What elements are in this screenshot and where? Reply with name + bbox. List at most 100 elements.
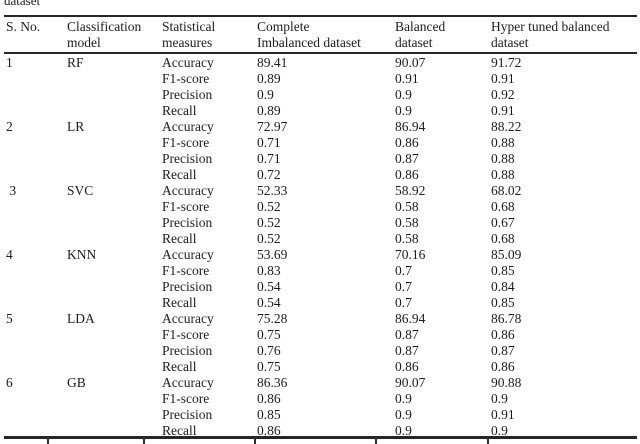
table-row: Recall 0.86 0.9 0.9 xyxy=(0,423,640,439)
column-header: Balanced xyxy=(395,19,446,34)
cell-hypertuned-value: 68.02 xyxy=(491,183,522,198)
cell-imbalanced-value: 0.54 xyxy=(257,295,281,310)
table-header-rule xyxy=(4,52,637,54)
cell-measure: Recall xyxy=(162,295,197,310)
cell-serial-number: 1 xyxy=(6,55,13,70)
cell-measure: F1-score xyxy=(162,135,210,150)
table-top-rule xyxy=(4,15,637,17)
cell-hypertuned-value: 0.9 xyxy=(491,391,508,406)
column-header: measures xyxy=(162,35,213,50)
column-header: Imbalanced dataset xyxy=(257,35,361,50)
cell-hypertuned-value: 0.68 xyxy=(491,231,515,246)
cell-balanced-value: 86.94 xyxy=(395,311,426,326)
cell-hypertuned-value: 0.88 xyxy=(491,167,515,182)
cell-balanced-value: 0.9 xyxy=(395,423,412,438)
cell-hypertuned-value: 0.85 xyxy=(491,263,515,278)
cell-hypertuned-value: 88.22 xyxy=(491,119,522,134)
cell-hypertuned-value: 0.85 xyxy=(491,295,515,310)
table-row: Recall 0.52 0.58 0.68 xyxy=(0,231,640,247)
cell-hypertuned-value: 0.9 xyxy=(491,423,508,438)
column-separator-tick xyxy=(375,437,377,444)
cell-hypertuned-value: 0.88 xyxy=(491,151,515,166)
cell-balanced-value: 0.9 xyxy=(395,391,412,406)
cell-imbalanced-value: 0.86 xyxy=(257,391,281,406)
cell-balanced-value: 0.9 xyxy=(395,407,412,422)
cell-balanced-value: 0.86 xyxy=(395,167,419,182)
cell-imbalanced-value: 0.54 xyxy=(257,279,281,294)
cell-measure: Accuracy xyxy=(162,183,214,198)
cell-balanced-value: 90.07 xyxy=(395,55,426,70)
table-row: F1-score 0.83 0.7 0.85 xyxy=(0,263,640,279)
table-row: Recall 0.72 0.86 0.88 xyxy=(0,167,640,183)
cell-balanced-value: 0.7 xyxy=(395,279,412,294)
cell-measure: Accuracy xyxy=(162,311,214,326)
cell-balanced-value: 0.58 xyxy=(395,215,419,230)
cell-imbalanced-value: 0.52 xyxy=(257,215,281,230)
column-header: dataset xyxy=(491,35,529,50)
table-caption-fragment: dataset xyxy=(4,0,41,8)
table-row: Precision 0.85 0.9 0.91 xyxy=(0,407,640,423)
table-row: Precision 0.76 0.87 0.87 xyxy=(0,343,640,359)
cell-hypertuned-value: 0.84 xyxy=(491,279,515,294)
cell-measure: Accuracy xyxy=(162,55,214,70)
column-separator-tick xyxy=(254,437,256,444)
cell-hypertuned-value: 91.72 xyxy=(491,55,522,70)
cell-measure: Accuracy xyxy=(162,119,214,134)
table-row: 5 LDA Accuracy 75.28 86.94 86.78 xyxy=(0,311,640,327)
column-header: model xyxy=(67,35,101,50)
cell-measure: F1-score xyxy=(162,199,210,214)
cell-imbalanced-value: 0.71 xyxy=(257,151,281,166)
cell-balanced-value: 70.16 xyxy=(395,247,426,262)
column-separator-tick xyxy=(143,437,145,444)
cell-measure: Precision xyxy=(162,87,213,102)
cell-model: RF xyxy=(67,55,84,70)
cell-measure: Recall xyxy=(162,231,197,246)
cell-imbalanced-value: 0.52 xyxy=(257,231,281,246)
cell-imbalanced-value: 86.36 xyxy=(257,375,288,390)
cell-hypertuned-value: 85.09 xyxy=(491,247,522,262)
cell-balanced-value: 0.9 xyxy=(395,87,412,102)
cell-hypertuned-value: 0.68 xyxy=(491,199,515,214)
cell-hypertuned-value: 0.88 xyxy=(491,135,515,150)
table-row: 4 KNN Accuracy 53.69 70.16 85.09 xyxy=(0,247,640,263)
cell-balanced-value: 0.87 xyxy=(395,343,419,358)
cell-imbalanced-value: 72.97 xyxy=(257,119,288,134)
table-row: Precision 0.54 0.7 0.84 xyxy=(0,279,640,295)
cell-imbalanced-value: 0.72 xyxy=(257,167,281,182)
table-row: 3 SVC Accuracy 52.33 58.92 68.02 xyxy=(0,183,640,199)
cell-serial-number: 4 xyxy=(6,247,13,262)
cell-measure: Precision xyxy=(162,151,213,166)
table-row: F1-score 0.52 0.58 0.68 xyxy=(0,199,640,215)
cell-balanced-value: 58.92 xyxy=(395,183,426,198)
cell-balanced-value: 0.87 xyxy=(395,327,419,342)
cell-balanced-value: 0.9 xyxy=(395,103,412,118)
cell-model: GB xyxy=(67,375,86,390)
cell-imbalanced-value: 52.33 xyxy=(257,183,288,198)
table-header-row-line1: S. No. Classification Statistical Complete B… xyxy=(0,19,640,35)
cell-model: KNN xyxy=(67,247,97,262)
cell-hypertuned-value: 0.91 xyxy=(491,407,515,422)
column-header: Classification xyxy=(67,19,142,34)
cell-imbalanced-value: 0.75 xyxy=(257,327,281,342)
cell-imbalanced-value: 0.9 xyxy=(257,87,274,102)
table-row: Precision 0.71 0.87 0.88 xyxy=(0,151,640,167)
cell-measure: F1-score xyxy=(162,327,210,342)
cell-hypertuned-value: 0.86 xyxy=(491,327,515,342)
cell-balanced-value: 0.7 xyxy=(395,263,412,278)
cell-measure: Accuracy xyxy=(162,375,214,390)
cell-imbalanced-value: 0.85 xyxy=(257,407,281,422)
table-row: F1-score 0.71 0.86 0.88 xyxy=(0,135,640,151)
table-row: 1 RF Accuracy 89.41 90.07 91.72 xyxy=(0,55,640,71)
cell-measure: Precision xyxy=(162,407,213,422)
column-separator-tick xyxy=(487,437,489,444)
cell-hypertuned-value: 86.78 xyxy=(491,311,522,326)
cell-serial-number: 6 xyxy=(6,375,13,390)
table-row: F1-score 0.86 0.9 0.9 xyxy=(0,391,640,407)
cell-balanced-value: 0.86 xyxy=(395,359,419,374)
cell-balanced-value: 0.7 xyxy=(395,295,412,310)
cell-imbalanced-value: 53.69 xyxy=(257,247,288,262)
cell-imbalanced-value: 0.71 xyxy=(257,135,281,150)
cell-measure: Recall xyxy=(162,423,197,438)
cell-measure: F1-score xyxy=(162,391,210,406)
cell-model: LR xyxy=(67,119,85,134)
